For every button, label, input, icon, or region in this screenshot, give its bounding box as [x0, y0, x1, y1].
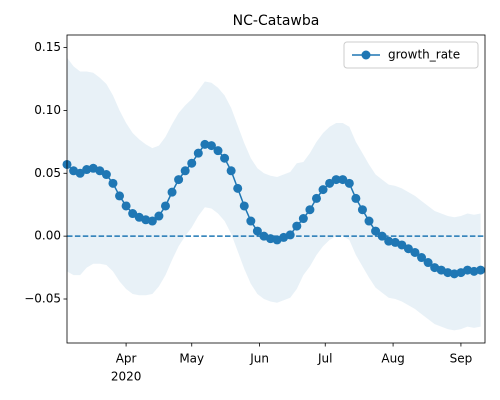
marker — [285, 230, 295, 240]
marker — [292, 221, 302, 231]
marker — [476, 265, 486, 275]
marker — [331, 175, 341, 185]
marker — [246, 216, 256, 226]
marker — [252, 226, 262, 236]
x-tick-label: Sep — [450, 352, 473, 366]
marker — [371, 226, 381, 236]
marker — [338, 175, 348, 185]
marker — [75, 168, 85, 178]
marker — [377, 231, 387, 241]
x-tick-label: Aug — [381, 352, 404, 366]
marker — [239, 201, 249, 211]
marker — [115, 191, 125, 201]
x-tick-label: Jun — [249, 352, 269, 366]
y-tick-label: 0.05 — [34, 166, 61, 180]
marker — [167, 187, 177, 197]
chart-title: NC-Catawba — [233, 13, 320, 29]
y-tick-label: −0.05 — [24, 292, 61, 306]
y-tick-label: 0.15 — [34, 40, 61, 54]
marker — [180, 166, 190, 176]
x-tick-label: May — [179, 352, 204, 366]
marker — [101, 170, 111, 180]
marker — [108, 178, 118, 188]
x-tick-label: Apr — [116, 352, 137, 366]
marker — [226, 166, 236, 176]
marker — [298, 214, 308, 224]
marker — [397, 240, 407, 250]
marker — [147, 216, 157, 226]
marker — [233, 183, 243, 193]
marker — [417, 253, 427, 263]
marker — [187, 158, 197, 168]
marker — [325, 178, 335, 188]
marker — [357, 205, 367, 215]
marker — [318, 185, 328, 195]
marker — [351, 193, 361, 203]
marker — [174, 175, 184, 185]
marker — [95, 166, 105, 176]
x-tick-label: Jul — [317, 352, 332, 366]
marker — [305, 205, 315, 215]
marker — [193, 148, 203, 158]
marker — [423, 258, 433, 268]
marker — [206, 141, 216, 151]
marker — [364, 216, 374, 226]
x-year-label: 2020 — [111, 370, 142, 384]
marker — [121, 201, 131, 211]
y-tick-label: 0.10 — [34, 103, 61, 117]
marker — [213, 146, 223, 156]
legend-label: growth_rate — [388, 48, 460, 62]
legend-marker — [361, 50, 371, 60]
marker — [344, 178, 354, 188]
confidence-band — [67, 57, 481, 331]
marker — [410, 247, 420, 257]
marker — [154, 211, 164, 221]
marker — [160, 201, 170, 211]
legend: growth_rate — [343, 41, 479, 69]
marker — [311, 193, 321, 203]
plot-frame — [66, 34, 486, 344]
marker — [403, 244, 413, 254]
legend-box — [343, 41, 479, 69]
y-tick-label: 0.00 — [34, 229, 61, 243]
marker — [220, 153, 230, 163]
marker — [128, 209, 138, 219]
